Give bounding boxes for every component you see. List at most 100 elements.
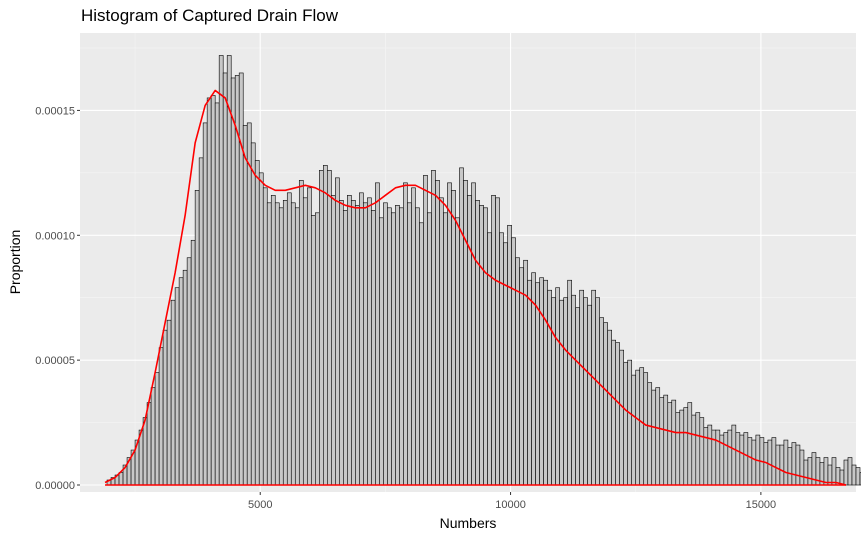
histogram-bar: [651, 389, 657, 486]
x-axis: 5000 10000 15000: [248, 492, 776, 511]
histogram-bar: [671, 399, 677, 486]
histogram-bar: [411, 187, 416, 486]
histogram-bar: [351, 200, 356, 486]
histogram-bar: [539, 277, 544, 486]
histogram-bar: [771, 437, 777, 486]
histogram-bar: [290, 202, 296, 486]
histogram-bar: [655, 387, 661, 486]
histogram-bar: [242, 125, 248, 486]
histogram-bar: [435, 180, 440, 486]
histogram-bar: [495, 197, 500, 486]
histogram-bar: [663, 394, 669, 486]
histogram-bar: [799, 449, 805, 486]
histogram-bar: [587, 304, 592, 486]
y-axis-title: Proportion: [7, 230, 23, 295]
histogram-bar: [699, 417, 705, 486]
histogram-bar: [847, 457, 853, 486]
histogram-bar: [399, 207, 404, 486]
histogram-bar: [563, 297, 568, 486]
histogram-bar: [286, 192, 292, 486]
histogram-bar: [238, 72, 244, 486]
histogram-bar: [343, 210, 348, 486]
histogram-bar: [190, 239, 196, 486]
histogram-bar: [695, 412, 701, 486]
histogram-bar: [707, 424, 713, 486]
histogram-bar: [146, 402, 152, 486]
histogram-bar: [643, 372, 649, 486]
histogram-bar: [230, 77, 236, 486]
histogram-bar: [266, 202, 272, 486]
histogram-bar: [791, 442, 797, 486]
histogram-bar: [543, 279, 548, 486]
histogram-bar: [715, 429, 721, 486]
histogram-bar: [807, 457, 813, 486]
histogram-bar: [198, 157, 204, 486]
histogram-bar: [527, 279, 532, 486]
histogram-bar: [567, 279, 572, 486]
histogram-bar: [246, 122, 252, 486]
histogram-bar: [226, 55, 232, 486]
histogram-bar: [775, 444, 781, 486]
histogram-bars: [106, 55, 861, 486]
histogram-bar: [831, 457, 837, 486]
histogram-bar: [302, 197, 308, 486]
histogram-bar: [619, 349, 625, 486]
x-axis-title: Numbers: [440, 515, 497, 531]
histogram-bar: [154, 372, 160, 486]
histogram-bar: [359, 192, 364, 486]
histogram-bar: [178, 277, 184, 486]
histogram-bar: [166, 319, 172, 486]
histogram-bar: [306, 187, 312, 486]
histogram-bar: [631, 374, 637, 486]
histogram-bar: [711, 429, 717, 486]
histogram-bar: [503, 242, 508, 486]
histogram-bar: [431, 170, 436, 486]
histogram-bar: [747, 437, 753, 486]
histogram-bar: [535, 282, 540, 486]
histogram-bar: [519, 267, 524, 486]
histogram-bar: [423, 175, 428, 486]
histogram-bar: [170, 299, 176, 486]
histogram-bar: [475, 200, 480, 486]
histogram-bar: [282, 200, 288, 486]
histogram-bar: [274, 202, 280, 486]
histogram-bar: [315, 212, 320, 486]
histogram-bar: [323, 165, 328, 486]
histogram-bar: [723, 432, 729, 486]
histogram-bar: [371, 210, 376, 486]
histogram-bar: [639, 367, 645, 486]
histogram-bar: [583, 297, 588, 486]
histogram-bar: [571, 294, 576, 486]
y-tick-label: 0.00005: [35, 355, 75, 367]
y-tick-label: 0.00000: [35, 480, 75, 492]
histogram-bar: [375, 182, 380, 486]
histogram-bar: [335, 177, 340, 486]
histogram-bar: [683, 407, 689, 486]
histogram-bar: [278, 207, 284, 486]
histogram-bar: [210, 95, 216, 486]
histogram-bar: [659, 397, 665, 486]
histogram-bar: [499, 232, 504, 486]
histogram-bar: [331, 195, 336, 486]
histogram-bar: [751, 439, 757, 486]
histogram-bar: [611, 339, 616, 486]
histogram-bar: [803, 459, 809, 486]
histogram-bar: [483, 207, 488, 486]
histogram-bar: [603, 322, 608, 486]
density-curve: [104, 89, 847, 486]
histogram-bar: [363, 202, 368, 486]
histogram-bar: [319, 170, 324, 486]
histogram-bar: [463, 180, 468, 486]
density-line: [104, 89, 847, 486]
histogram-bar: [383, 202, 388, 486]
histogram-bar: [415, 207, 420, 486]
histogram-bar: [783, 439, 789, 486]
histogram-bar: [262, 187, 268, 486]
histogram-bar: [451, 190, 456, 486]
y-tick-label: 0.00010: [35, 230, 75, 242]
histogram-bar: [735, 432, 741, 486]
histogram-bar: [739, 434, 745, 486]
histogram-bar: [767, 439, 773, 486]
histogram-bar: [419, 222, 424, 486]
histogram-bar: [118, 472, 124, 486]
